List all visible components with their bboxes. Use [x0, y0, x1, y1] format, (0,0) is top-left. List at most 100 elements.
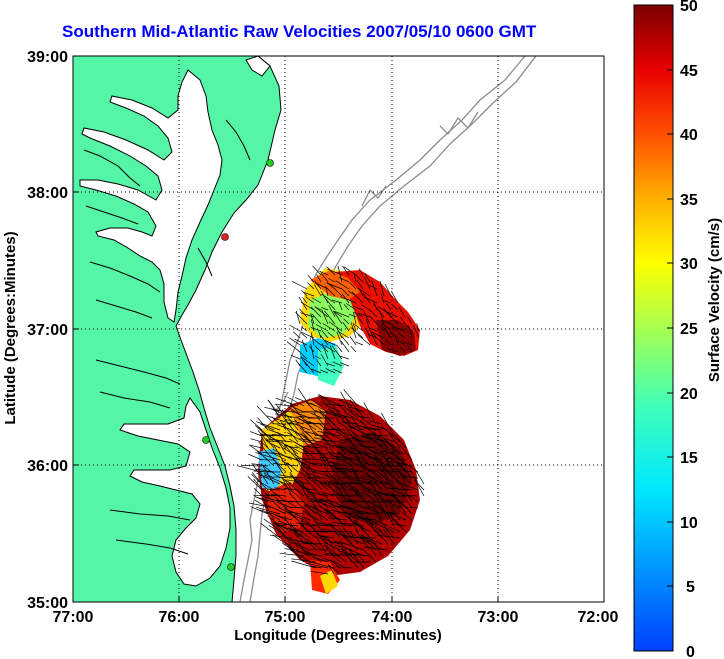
velocity-vector: [327, 564, 341, 575]
velocity-vector: [391, 518, 407, 533]
velocity-vector: [400, 474, 413, 485]
velocity-vectors: [237, 265, 425, 575]
velocity-vector: [389, 331, 399, 339]
velocity-vector: [414, 479, 425, 497]
velocity-vector: [309, 420, 323, 431]
velocity-vector: [340, 391, 353, 413]
velocity-vector: [394, 434, 407, 449]
velocity-vector: [350, 481, 365, 485]
velocity-vector: [310, 327, 322, 332]
velocity-vector: [343, 497, 365, 509]
velocity-vector: [391, 495, 407, 509]
velocity-vector: [294, 419, 305, 431]
velocity-vector: [320, 344, 329, 353]
velocity-vector: [390, 507, 401, 521]
velocity-vector: [312, 265, 322, 276]
velocity-vector: [408, 325, 413, 339]
velocity-vector: [298, 532, 317, 551]
velocity-vector: [375, 474, 389, 491]
velocity-vector: [391, 449, 407, 455]
velocity-vector: [290, 410, 311, 419]
velocity-vector: [353, 273, 357, 283]
velocity-vector: [291, 560, 317, 569]
velocity-vector: [391, 492, 401, 503]
velocity-vector: [328, 481, 341, 491]
velocity-vector: [348, 548, 365, 569]
velocity-vector: [260, 423, 275, 431]
velocity-vector: [308, 423, 329, 425]
velocity-vector: [388, 487, 413, 491]
velocity-vector: [366, 493, 377, 503]
x-tick-label: 77:00: [53, 609, 94, 626]
velocity-vector: [340, 340, 350, 353]
velocity-vector: [320, 272, 329, 283]
velocity-vector: [305, 296, 315, 304]
velocity-vector: [281, 542, 293, 551]
velocity-vector: [257, 480, 275, 491]
velocity-vector: [320, 353, 329, 367]
velocity-vector: [274, 487, 287, 491]
velocity-vector: [369, 546, 377, 557]
velocity-vector: [325, 286, 329, 297]
velocity-vector: [338, 527, 353, 545]
velocity-vector: [297, 458, 323, 461]
velocity-vector: [321, 293, 336, 304]
velocity-vector: [312, 518, 323, 527]
velocity-vector: [278, 507, 293, 515]
velocity-vector: [295, 311, 308, 325]
velocity-vector: [340, 335, 350, 346]
velocity-vector: [342, 542, 365, 551]
velocity-vector: [314, 479, 329, 485]
velocity-vector: [260, 522, 281, 539]
velocity-vector: [337, 265, 343, 283]
velocity-vector: [285, 511, 305, 515]
velocity-vector: [327, 472, 347, 491]
velocity-vector: [381, 324, 392, 339]
velocity-vector: [310, 570, 329, 575]
velocity-vector: [381, 508, 389, 521]
velocity-vector: [369, 330, 378, 346]
velocity-vector: [311, 507, 329, 515]
velocity-vector: [355, 341, 364, 346]
velocity-vector: [314, 280, 322, 290]
velocity-vector: [250, 431, 263, 437]
velocity-vector: [378, 493, 389, 509]
velocity-vector: [342, 456, 359, 461]
velocity-vector: [357, 509, 371, 527]
velocity-vector: [307, 282, 315, 290]
colorbar-tick-label: 10: [680, 515, 698, 532]
velocity-vector: [379, 281, 385, 297]
velocity-vector: [260, 472, 269, 485]
velocity-vector: [247, 476, 263, 491]
velocity-vector: [302, 510, 317, 521]
velocity-vector: [369, 480, 383, 503]
velocity-vector: [316, 324, 329, 332]
velocity-vector: [400, 511, 413, 521]
colorbar-tick-label: 45: [680, 63, 698, 80]
velocity-vector: [396, 468, 407, 479]
velocity-vector: [300, 301, 315, 311]
velocity-vector: [335, 482, 347, 503]
velocity-vector: [350, 345, 357, 353]
velocity-vector: [362, 490, 383, 497]
velocity-vector: [301, 339, 308, 353]
velocity-vector: [315, 358, 322, 367]
colorbar-tick-label: 30: [680, 256, 698, 273]
velocity-vector: [375, 448, 395, 455]
velocity-vector: [383, 528, 395, 545]
velocity-vector: [380, 443, 401, 461]
velocity-vector: [304, 400, 317, 413]
velocity-vector: [390, 488, 407, 497]
velocity-vector: [346, 303, 357, 311]
velocity-vector: [283, 488, 299, 491]
velocity-vector: [355, 513, 377, 527]
velocity-vector: [296, 416, 317, 431]
velocity-vector: [327, 480, 347, 485]
velocity-vector: [300, 466, 311, 479]
velocity-vector: [253, 494, 275, 497]
velocity-vector: [351, 410, 371, 425]
velocity-vector: [363, 310, 371, 325]
velocity-vector: [391, 304, 399, 311]
velocity-vector: [380, 293, 385, 304]
velocity-vector: [344, 552, 359, 569]
